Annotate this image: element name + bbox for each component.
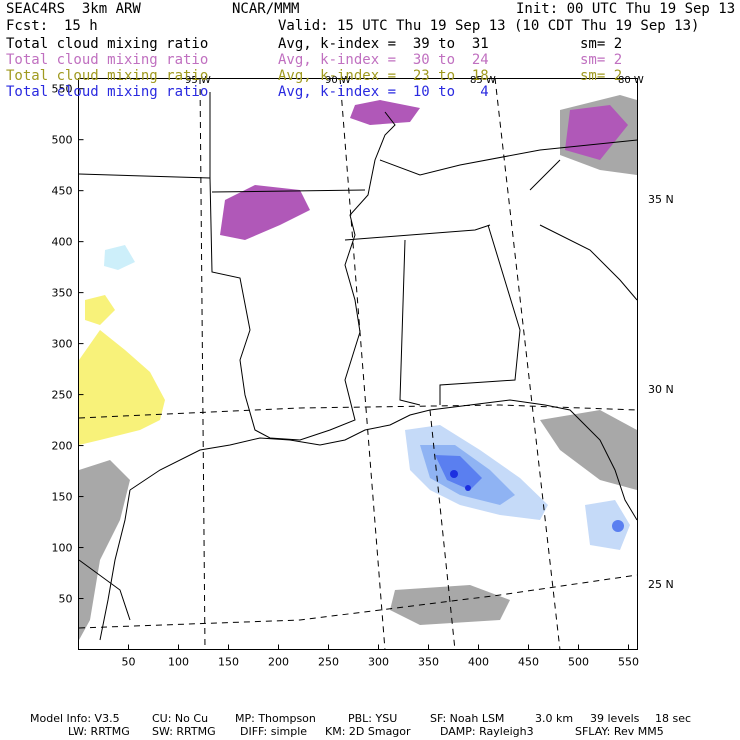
x-tick-label: 50 bbox=[122, 656, 136, 669]
state-border-mo-ar bbox=[211, 189, 366, 193]
x-tick-label: 150 bbox=[218, 656, 239, 669]
coastline-gulf bbox=[129, 399, 638, 521]
border-mexico bbox=[78, 559, 131, 621]
field-avg-1: Avg, k-index = 39 to 31 bbox=[278, 36, 489, 52]
footer-levels: 39 levels bbox=[590, 712, 640, 725]
projection-grid bbox=[78, 77, 638, 651]
lon-label-90w: 90 W bbox=[325, 75, 351, 86]
state-border-va bbox=[529, 159, 561, 191]
y-tick-label: 550 bbox=[52, 83, 73, 96]
field-sm-3: sm= 2 bbox=[580, 68, 623, 84]
x-tick-label: 500 bbox=[568, 656, 589, 669]
meridian-85w bbox=[494, 77, 561, 651]
x-tick-label: 100 bbox=[168, 656, 189, 669]
field-avg-2: Avg, k-index = 30 to 24 bbox=[278, 52, 489, 68]
y-tick-label: 50 bbox=[59, 593, 73, 606]
footer-pbl: PBL: YSU bbox=[348, 712, 398, 725]
init-time: Init: 00 UTC Thu 19 Sep 13 bbox=[516, 1, 736, 17]
lon-label-80w: 80 W bbox=[618, 75, 644, 86]
footer-damp: DAMP: Rayleigh3 bbox=[440, 725, 534, 738]
footer-cu: CU: No Cu bbox=[152, 712, 209, 725]
state-border-sc bbox=[539, 224, 638, 301]
model-title: SEAC4RS 3km ARW bbox=[6, 1, 141, 17]
high-cloud-region-west bbox=[79, 330, 165, 445]
cloud-core-max-2 bbox=[465, 485, 471, 491]
field-sm-2: sm= 2 bbox=[580, 52, 623, 68]
political-boundaries bbox=[78, 92, 638, 641]
y-tick-label: 250 bbox=[52, 389, 73, 402]
footer-sflay: SFLAY: Rev MM5 bbox=[575, 725, 664, 738]
high-cloud-region-northwest bbox=[85, 295, 115, 325]
footer-timestep: 18 sec bbox=[655, 712, 692, 725]
low-cloud-texas bbox=[79, 460, 130, 640]
low-cloud-florida bbox=[540, 410, 637, 490]
y-tick-label: 400 bbox=[52, 236, 73, 249]
footer-diff: DIFF: simple bbox=[240, 725, 308, 738]
footer-mp: MP: Thompson bbox=[235, 712, 316, 725]
field-name-4: Total cloud mixing ratio bbox=[6, 84, 209, 100]
parallel-25n bbox=[78, 574, 638, 629]
x-tick-label: 250 bbox=[318, 656, 339, 669]
cloud-core-max-1 bbox=[450, 470, 458, 478]
y-tick-label: 500 bbox=[52, 134, 73, 147]
x-tick-label: 550 bbox=[618, 656, 639, 669]
coastline-texas bbox=[99, 489, 131, 641]
state-border-tn bbox=[344, 224, 491, 241]
x-tick-label: 200 bbox=[268, 656, 289, 669]
y-tick-label: 150 bbox=[52, 491, 73, 504]
x-tick-label: 400 bbox=[468, 656, 489, 669]
axis-ticks: 50 100 150 200 250 300 350 400 450 500 550 50 100 150… bbox=[52, 83, 640, 669]
lat-label-25n: 25 N bbox=[648, 578, 674, 591]
y-tick-label: 450 bbox=[52, 185, 73, 198]
field-name-1: Total cloud mixing ratio bbox=[6, 36, 209, 52]
cloud-core-inner bbox=[435, 455, 482, 490]
footer-model-info: Model Info: V3.5 bbox=[30, 712, 120, 725]
lat-label-30n: 30 N bbox=[648, 383, 674, 396]
lon-label-95w: 95 W bbox=[185, 75, 211, 86]
meridian-87w bbox=[429, 409, 456, 651]
meridian-95w bbox=[199, 77, 206, 651]
footer-km: KM: 2D Smagor bbox=[325, 725, 411, 738]
field-sm-1: sm= 2 bbox=[580, 36, 623, 52]
state-border-ky-tn bbox=[379, 139, 638, 176]
forecast-hour: 15 h bbox=[64, 18, 98, 34]
meridian-90w bbox=[339, 77, 386, 651]
y-tick-label: 300 bbox=[52, 338, 73, 351]
x-tick-label: 300 bbox=[368, 656, 389, 669]
y-tick-label: 350 bbox=[52, 287, 73, 300]
parallel-30n bbox=[78, 404, 638, 419]
y-tick-label: 200 bbox=[52, 440, 73, 453]
plot-frame bbox=[78, 78, 638, 650]
state-border-ms-al bbox=[399, 239, 421, 406]
lat-label-35n: 35 N bbox=[648, 193, 674, 206]
x-tick-label: 450 bbox=[518, 656, 539, 669]
cloud-core-east-inner bbox=[612, 520, 624, 532]
y-tick-label: 100 bbox=[52, 542, 73, 555]
cloud-core-east-outer bbox=[585, 500, 630, 550]
x-tick-label: 350 bbox=[418, 656, 439, 669]
state-border-al-ga bbox=[439, 224, 521, 405]
forecast-label: Fcst: bbox=[6, 18, 49, 34]
organization-label: NCAR/MMM bbox=[232, 1, 300, 17]
valid-time: Valid: 15 UTC Thu 19 Sep 13 (10 CDT Thu … bbox=[278, 18, 700, 34]
mid-cloud-arkansas bbox=[220, 185, 310, 240]
field-name-3: Total cloud mixing ratio bbox=[6, 68, 209, 84]
footer-lw: LW: RRTMG bbox=[68, 725, 130, 738]
footer-resolution: 3.0 km bbox=[535, 712, 574, 725]
footer-sf: SF: Noah LSM bbox=[430, 712, 505, 725]
field-name-2: Total cloud mixing ratio bbox=[6, 52, 209, 68]
cyan-cloud-patch bbox=[104, 245, 135, 270]
field-avg-4: Avg, k-index = 10 to 4 bbox=[278, 84, 489, 100]
field-avg-3: Avg, k-index = 23 to 18 bbox=[278, 68, 489, 84]
footer-sw: SW: RRTMG bbox=[152, 725, 216, 738]
cloud-shading bbox=[79, 95, 637, 640]
lon-label-85w: 85 W bbox=[470, 75, 496, 86]
low-cloud-south bbox=[390, 585, 510, 625]
state-border-ark-la bbox=[78, 111, 396, 441]
